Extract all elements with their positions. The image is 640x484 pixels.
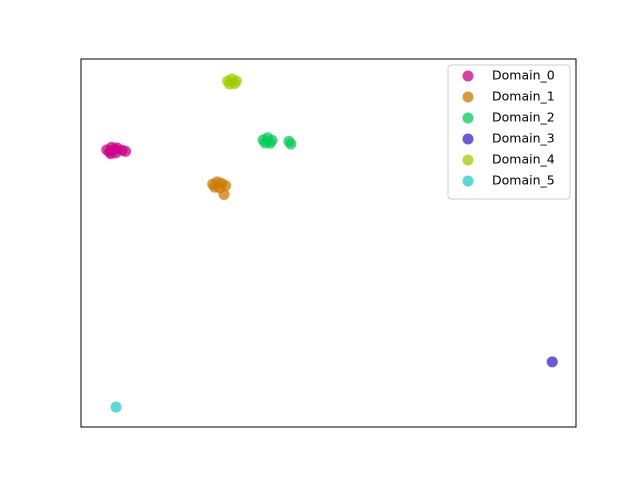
legend-marker (462, 112, 474, 124)
point (285, 138, 297, 150)
legend-frame (447, 64, 571, 200)
legend-label: Domain_3 (492, 131, 555, 146)
point (228, 78, 240, 90)
legend-marker (462, 91, 474, 103)
legend-marker (462, 154, 474, 166)
plot-frame (80, 58, 577, 428)
point (120, 145, 132, 157)
legend-label: Domain_4 (492, 152, 555, 167)
legend-marker (462, 70, 474, 82)
legend-label: Domain_1 (492, 89, 555, 104)
point (110, 401, 122, 413)
legend-marker (462, 175, 474, 187)
legend-label: Domain_0 (492, 68, 555, 83)
legend-label: Domain_5 (492, 173, 555, 188)
point (546, 356, 558, 368)
legend-marker (462, 133, 474, 145)
legend-label: Domain_2 (492, 110, 555, 125)
point (218, 188, 230, 200)
point (264, 137, 276, 149)
point (109, 144, 121, 156)
